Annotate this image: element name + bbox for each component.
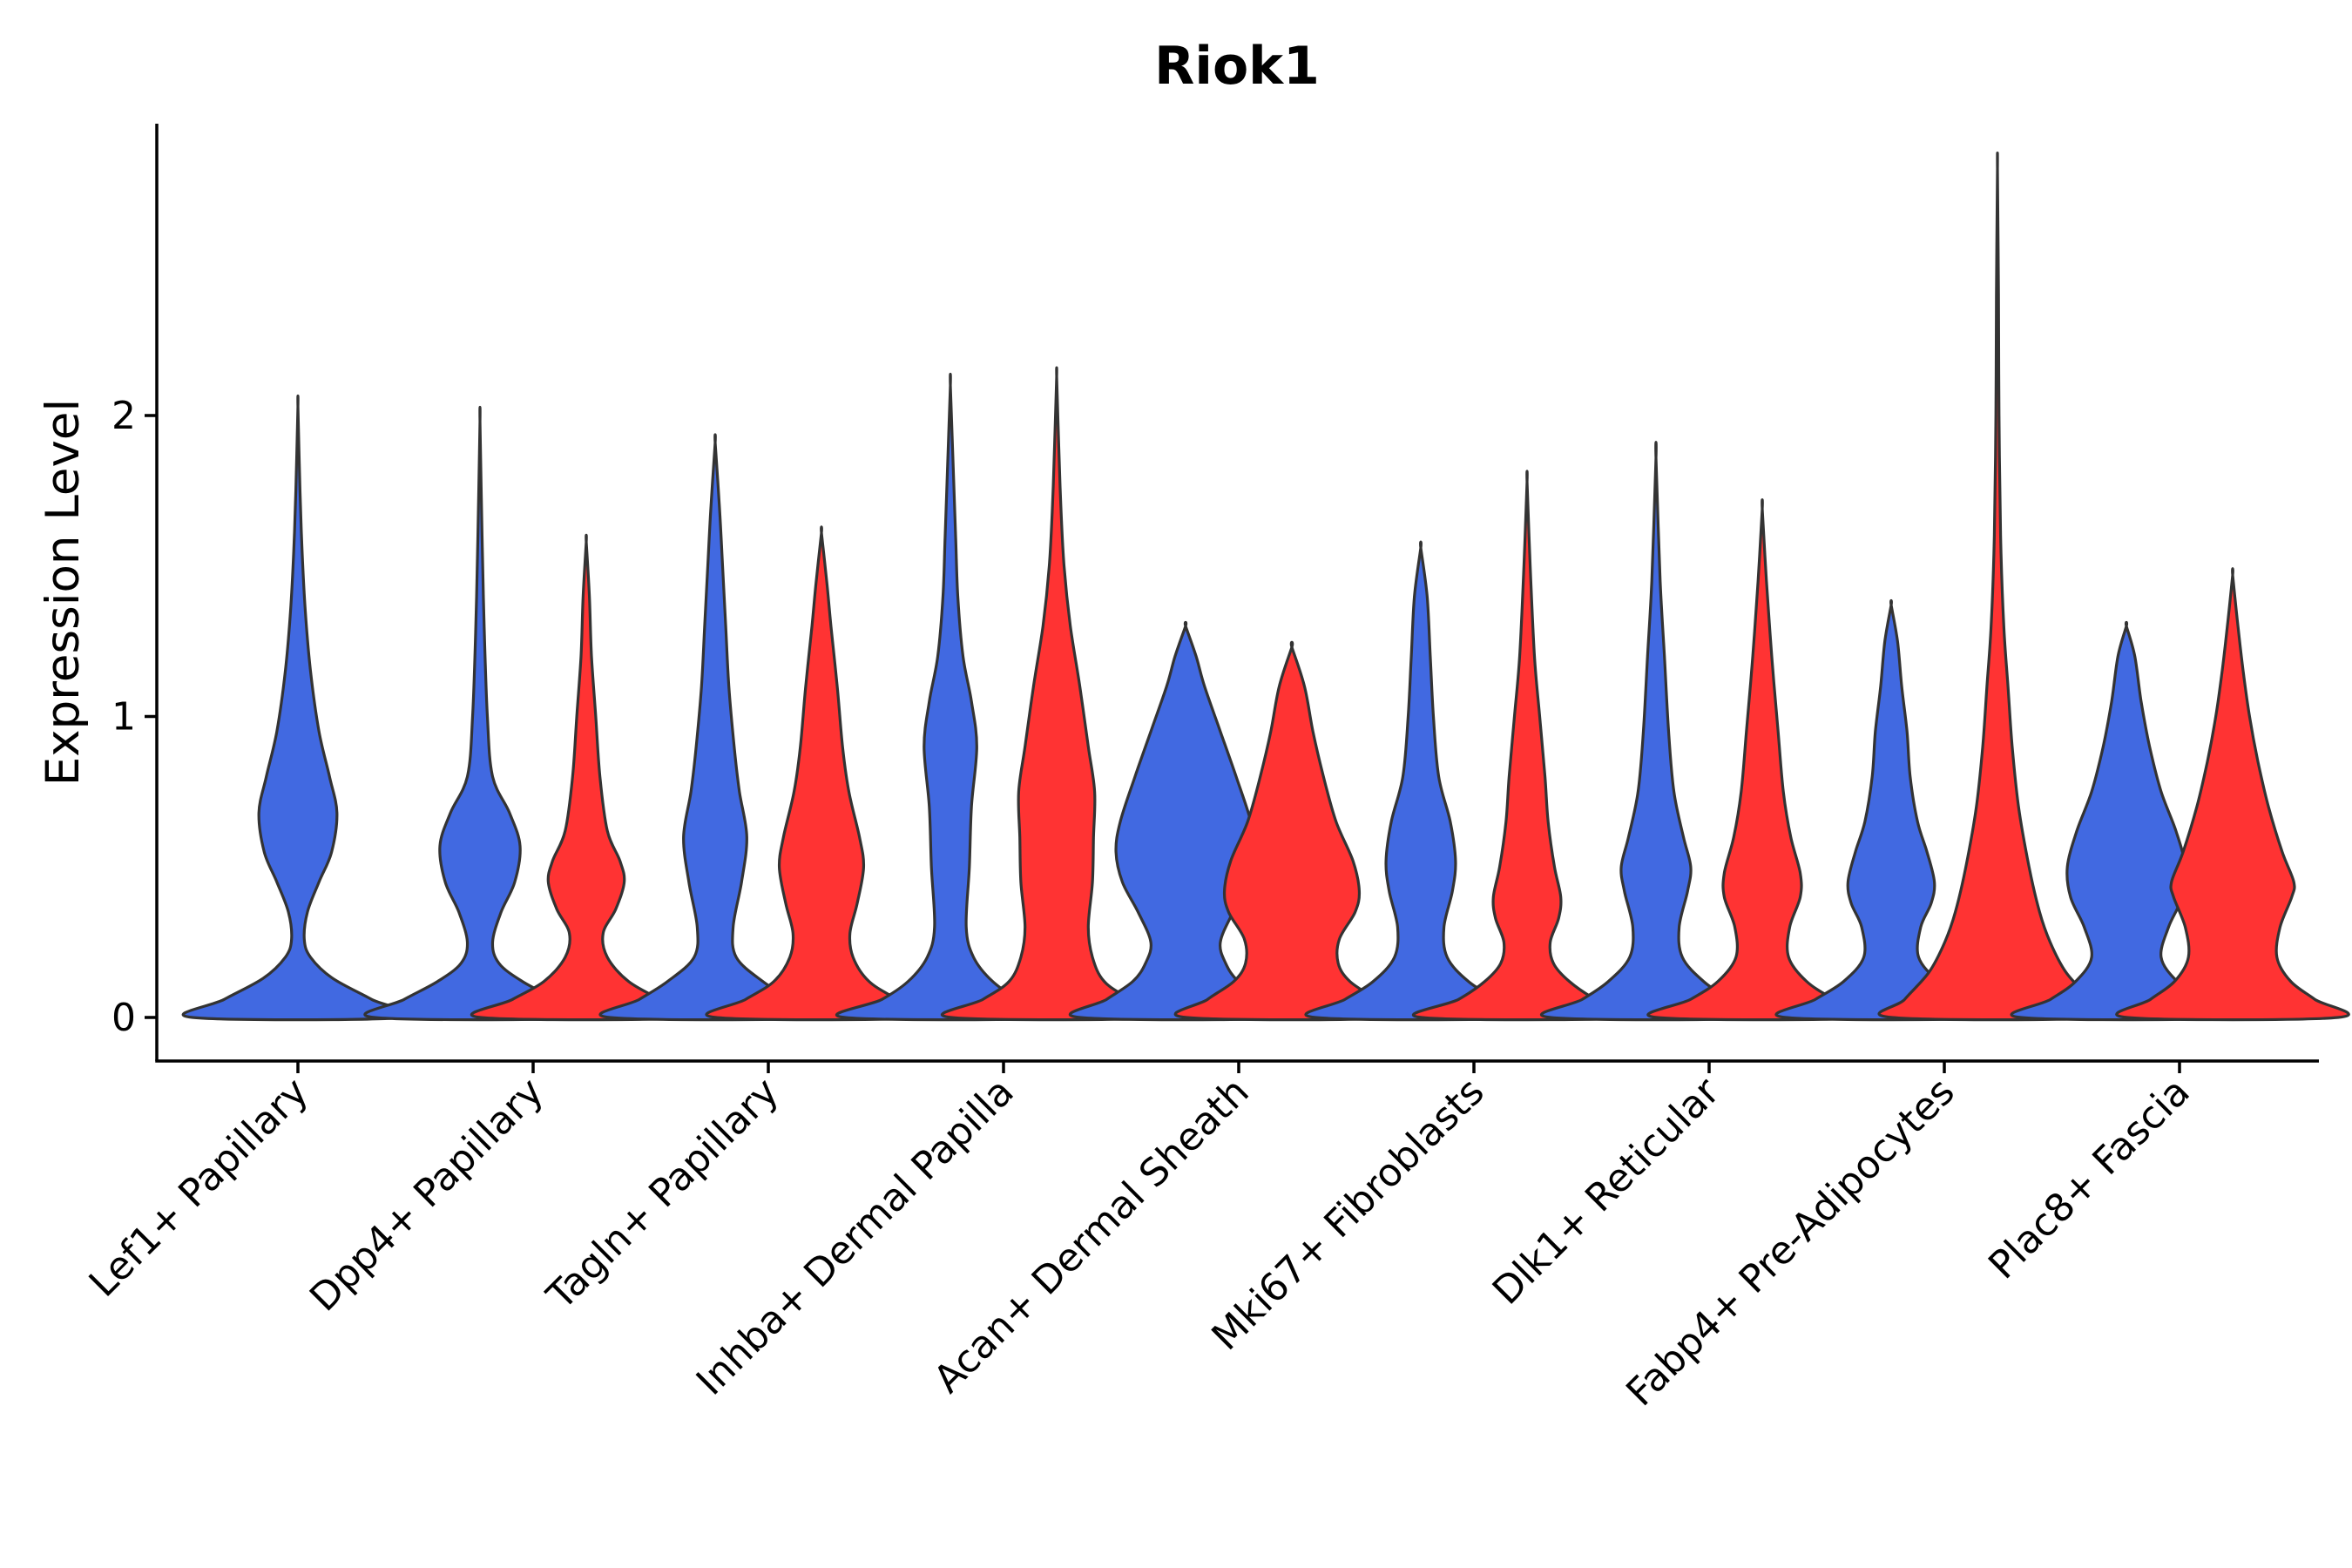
violin-plac8-fascia-red <box>2115 567 2350 1022</box>
chart-title: Riok1 <box>1154 36 1320 97</box>
violin-dpp4-papillary-red <box>470 533 702 1022</box>
x-tick-label-tagln-papillary: Tagln+ Papillary <box>538 1070 787 1319</box>
violin-group <box>181 151 2350 1022</box>
x-tick-label-plac8-fascia: Plac8+ Fascia <box>1980 1070 2199 1288</box>
y-ticks: 0 1 2 <box>112 394 157 1040</box>
y-tick-label: 0 <box>112 996 136 1040</box>
violin-dlk1-reticular-red <box>1646 498 1878 1022</box>
violin-tagln-papillary-blue <box>598 433 832 1022</box>
violin-fabp4-pre-adipocytes-blue <box>1774 598 2008 1022</box>
y-tick-label: 2 <box>112 394 136 438</box>
violin-lef1-papillary-blue <box>181 394 415 1022</box>
x-tick-label-lef1-papillary: Lef1+ Papillary <box>81 1070 317 1306</box>
violin-mki67-fibroblasts-blue <box>1304 540 1538 1022</box>
violin-acan-dermal-sheath-red <box>1173 640 1410 1022</box>
y-tick-label: 1 <box>112 695 136 740</box>
violin-acan-dermal-sheath-blue <box>1069 620 1302 1022</box>
x-tick-label-dpp4-papillary: Dpp4+ Papillary <box>301 1070 552 1321</box>
violin-mki67-fibroblasts-red <box>1411 470 1643 1022</box>
violin-fabp4-pre-adipocytes-red <box>1877 151 2118 1022</box>
violin-dlk1-reticular-blue <box>1540 441 1772 1022</box>
violin-inhba-dermal-papilla-red <box>941 366 1173 1022</box>
violin-dpp4-papillary-blue <box>363 405 597 1022</box>
x-tick-label-dlk1-reticular: Dlk1+ Reticular <box>1484 1069 1729 1314</box>
violin-tagln-papillary-red <box>705 525 938 1022</box>
y-axis-label: Expression Level <box>37 399 90 786</box>
x-tick-label-mki67-fibroblasts: Mki67+ Fibroblasts <box>1203 1070 1492 1359</box>
violin-plac8-fascia-blue <box>2010 620 2243 1022</box>
violin-inhba-dermal-papilla-blue <box>835 372 1066 1022</box>
